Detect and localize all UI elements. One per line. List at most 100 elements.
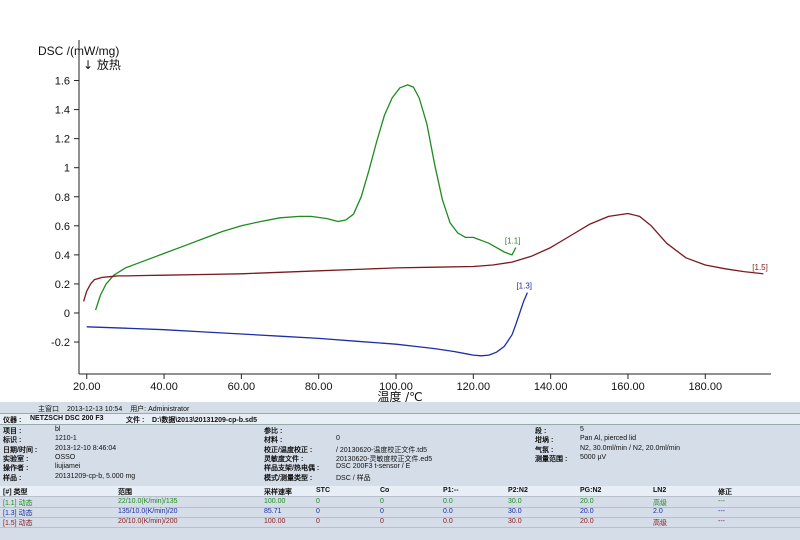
- info-label: 样品支架/热电偶 :: [264, 465, 320, 473]
- info-label: 操作者 :: [3, 465, 29, 473]
- series-end-label: [1.5]: [752, 263, 768, 272]
- x-axis-label: 温度 /℃: [377, 389, 422, 402]
- info-value: / 20130620-温度校正文件.td5: [336, 446, 428, 454]
- table-cell: STC: [316, 487, 330, 494]
- table-cell: ---: [718, 498, 725, 505]
- y-tick-label: 1.4: [55, 105, 70, 117]
- table-cell: 20.0: [580, 498, 594, 505]
- info-value: liujiamei: [55, 463, 81, 471]
- table-row: [1.5] 动态 20/10.0(K/min)/200 100.00 0 0 0.0 30.…: [0, 517, 800, 528]
- series-line-1-1: [94, 84, 517, 311]
- info-value: 20130620-灵敏度校正文件.ed5: [336, 455, 433, 463]
- table-cell: 修正: [718, 489, 732, 496]
- table-cell: 0: [380, 498, 384, 505]
- table-cell: 0: [316, 508, 320, 515]
- table-cell: 20/10.0(K/min)/200: [118, 518, 178, 525]
- table-cell: Co: [380, 487, 390, 494]
- table-cell: 2.0: [653, 508, 663, 515]
- table-cell: 30.0: [508, 498, 522, 505]
- info-value: 0: [336, 435, 340, 443]
- table-cell: 100.00: [264, 498, 286, 505]
- table-cell: 22/10.0(K/min)/135: [118, 498, 178, 505]
- x-tick-label: 100.00: [379, 381, 413, 393]
- info-value: N2, 30.0ml/min / N2, 20.0ml/min: [580, 444, 680, 452]
- x-tick-label: 180.00: [688, 381, 722, 393]
- x-tick-label: 40.00: [150, 381, 178, 393]
- instrument-header: 仪器 : NETZSCH DSC 200 F3 文件 : D:\数据\2013\…: [0, 413, 800, 425]
- y-tick-label: 1: [64, 163, 70, 175]
- table-cell: 0.0: [443, 508, 453, 515]
- status-line: 主窗口 2013-12-13 10:54 用户: Administrator: [38, 404, 195, 414]
- info-label: 模式/测量类型 :: [264, 474, 313, 482]
- info-label: 段 :: [535, 428, 547, 435]
- info-label: 标识 :: [3, 437, 22, 445]
- y-tick-label: 0.6: [55, 221, 70, 233]
- table-cell: P2:N2: [508, 487, 528, 494]
- table-cell: [1.1] 动态: [3, 500, 33, 507]
- table-cell: 0: [380, 518, 384, 525]
- file-path: D:\数据\2013\20131209-cp-b.sd5: [152, 417, 258, 424]
- table-cell: ---: [718, 508, 725, 515]
- table-cell: 20.0: [580, 508, 594, 515]
- x-tick-label: 20.00: [73, 381, 101, 393]
- table-cell: 0: [380, 508, 384, 515]
- y-tick-label: 1.6: [55, 76, 70, 88]
- info-value: DSC / 样品: [336, 474, 371, 482]
- info-value: bl: [55, 426, 61, 433]
- series-end-label: [1.3]: [516, 282, 532, 291]
- x-tick-label: 120.00: [456, 381, 490, 393]
- x-tick-label: 140.00: [534, 381, 568, 393]
- info-value: OSSO: [55, 453, 76, 461]
- table-cell: P1:--: [443, 487, 459, 494]
- table-row: [1.1] 动态 22/10.0(K/min)/135 100.00 0 0 0.0 30.…: [0, 497, 800, 508]
- table-cell: 85.71: [264, 508, 282, 515]
- info-value: 2013-12-10 8:46:04: [55, 444, 117, 452]
- table-cell: 135/10.0(K/min)/20: [118, 508, 178, 515]
- table-cell: 范围: [118, 489, 132, 496]
- info-label: 坩埚 :: [535, 437, 554, 445]
- x-tick-label: 80.00: [305, 381, 333, 393]
- file-label: 文件 :: [126, 417, 145, 424]
- table-cell: 采样速率: [264, 489, 292, 496]
- y-tick-label: 0.2: [55, 279, 70, 291]
- table-cell: LN2: [653, 487, 667, 494]
- y-axis-exo-label: ↓ 放热: [83, 57, 121, 72]
- info-label: 实验室 :: [3, 455, 29, 463]
- plot-frame: DSC /(mW/mg) ↓ 放热 温度 /℃ 1.6 1.4 1.2 1 0.8 0.6…: [0, 0, 800, 402]
- table-cell: 0: [316, 518, 320, 525]
- instrument-label: 仪器 :: [3, 417, 22, 424]
- info-value: 5000 µV: [580, 453, 607, 461]
- dsc-chart: DSC /(mW/mg) ↓ 放热 温度 /℃ 1.6 1.4 1.2 1 0.8 0.6…: [38, 40, 771, 402]
- table-cell: [1.5] 动态: [3, 520, 33, 527]
- x-tick-label: 160.00: [611, 381, 645, 393]
- table-cell: 30.0: [508, 518, 522, 525]
- info-label: 样品 :: [3, 474, 22, 482]
- table-cell: 0.0: [443, 498, 453, 505]
- table-cell: [1.3] 动态: [3, 510, 33, 517]
- table-cell: 30.0: [508, 508, 522, 515]
- status-window-label: 主窗口: [38, 406, 59, 413]
- x-tick-label: 60.00: [228, 381, 256, 393]
- info-label: 气氛 :: [535, 446, 554, 454]
- info-label: 参比 :: [264, 428, 283, 435]
- table-row: [1.3] 动态 135/10.0(K/min)/20 85.71 0 0 0.0 30.0…: [0, 507, 800, 518]
- series-line-1-5: [82, 212, 764, 302]
- table-cell: ---: [718, 518, 725, 525]
- table-cell: 0.0: [443, 518, 453, 525]
- info-label: 材料 :: [264, 437, 283, 445]
- info-label: 日期/时间 :: [3, 446, 38, 454]
- y-tick-label: 0: [64, 308, 70, 320]
- table-cell: 高级: [653, 500, 667, 507]
- info-value: 1210-1: [55, 435, 77, 443]
- table-cell: 100.00: [264, 518, 286, 525]
- info-value: 20131209-cp-b, 5.000 mg: [55, 472, 136, 480]
- series-end-label: [1.1]: [505, 237, 521, 246]
- info-label: 测量范围 :: [535, 455, 568, 463]
- status-date: 2013-12-13 10:54: [66, 406, 123, 413]
- info-value: DSC 200F3 t-sensor / E: [336, 463, 411, 471]
- series-line-1-3: [86, 292, 528, 357]
- info-label: 项目 :: [3, 428, 22, 435]
- table-header-row: [#] 类型 范围 采样速率 STC Co P1:-- P2:N2 PG:N2 LN2 修正: [0, 486, 800, 497]
- info-value: Pan Al, pierced lid: [580, 435, 637, 443]
- y-tick-label: 1.2: [55, 134, 70, 146]
